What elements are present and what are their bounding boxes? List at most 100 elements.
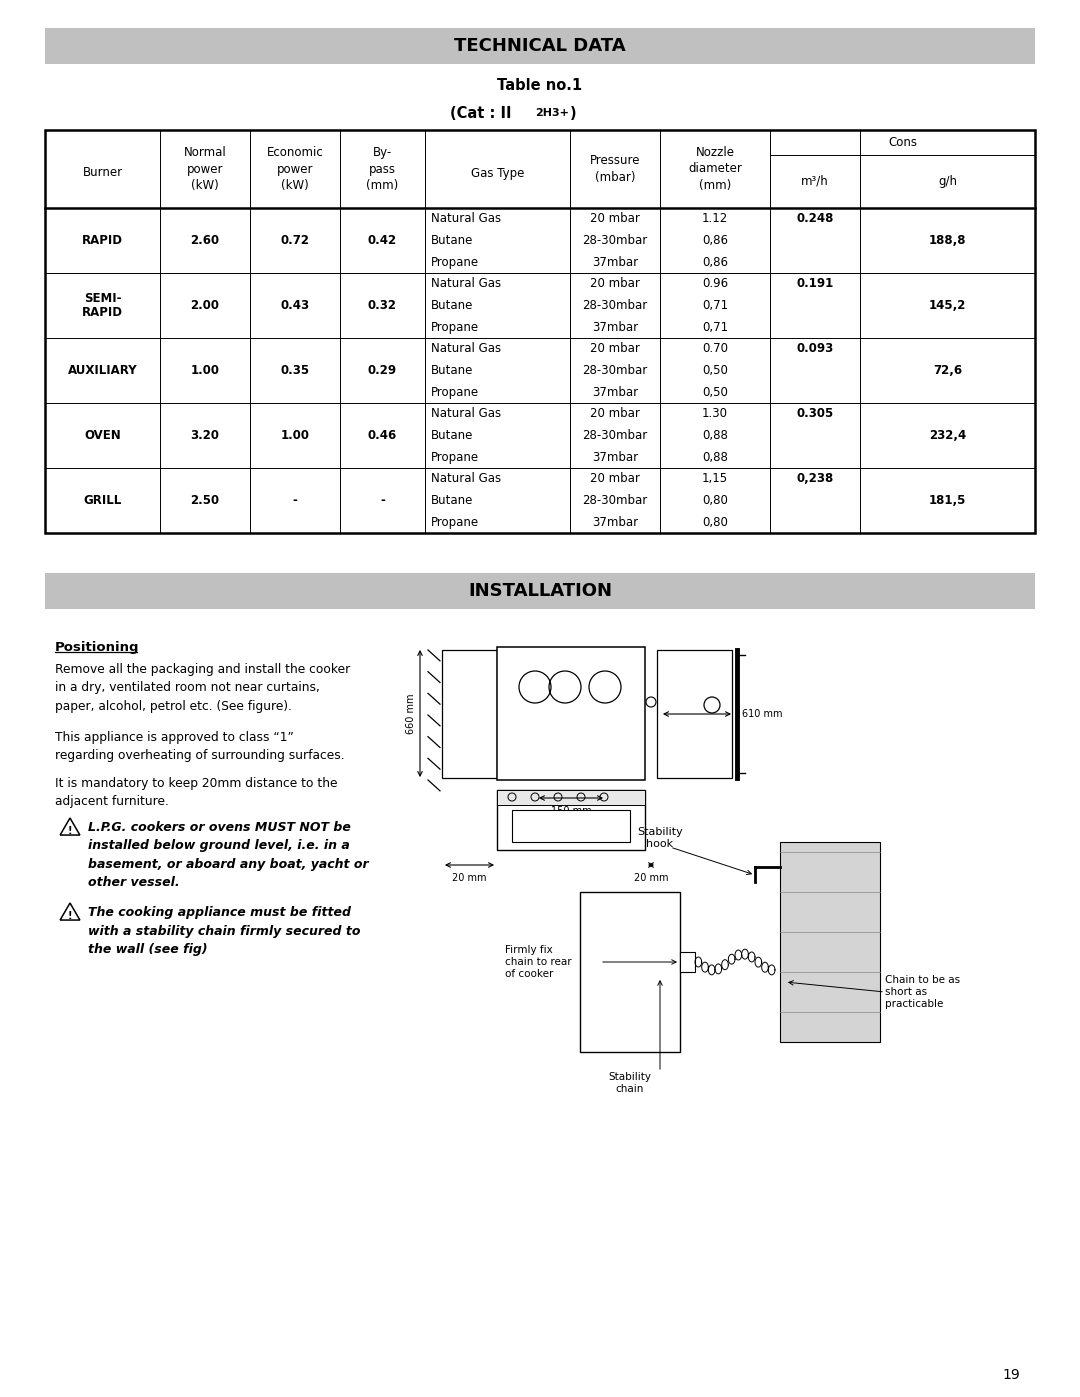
Text: 0,50: 0,50 (702, 365, 728, 377)
Text: Butane: Butane (431, 365, 473, 377)
Text: 28-30mbar: 28-30mbar (582, 365, 648, 377)
Text: It is mandatory to keep 20mm distance to the
adjacent furniture.: It is mandatory to keep 20mm distance to… (55, 777, 337, 809)
Bar (580, 893, 680, 1052)
Text: 1.30: 1.30 (702, 408, 728, 420)
Text: Gas Type: Gas Type (471, 166, 524, 179)
Text: Butane: Butane (431, 429, 473, 441)
Text: 20 mm: 20 mm (453, 873, 487, 883)
Text: 1.12: 1.12 (702, 212, 728, 225)
Text: 610 mm: 610 mm (742, 710, 783, 719)
Text: 37mbar: 37mbar (592, 515, 638, 528)
Text: The cooking appliance must be fitted
with a stability chain firmly secured to
th: The cooking appliance must be fitted wit… (87, 907, 361, 956)
Text: Burner: Burner (82, 166, 122, 179)
Text: Butane: Butane (431, 495, 473, 507)
Text: SEMI-
RAPID: SEMI- RAPID (82, 292, 123, 320)
Text: 20 mbar: 20 mbar (590, 278, 640, 291)
Text: 2.00: 2.00 (190, 299, 219, 312)
Text: 0.43: 0.43 (281, 299, 310, 312)
Text: 145,2: 145,2 (929, 299, 967, 312)
Text: 0.35: 0.35 (281, 365, 310, 377)
Text: TECHNICAL DATA: TECHNICAL DATA (455, 36, 625, 54)
Text: 28-30mbar: 28-30mbar (582, 429, 648, 441)
Text: Propane: Propane (431, 515, 480, 528)
Text: (Cat : II: (Cat : II (450, 106, 516, 120)
Text: !: ! (68, 826, 72, 835)
Text: 0,71: 0,71 (702, 299, 728, 312)
Bar (497, 647, 645, 780)
Text: 150 mm: 150 mm (551, 806, 592, 816)
Text: 19: 19 (1002, 1368, 1020, 1382)
Text: Propane: Propane (431, 321, 480, 334)
Text: 0,238: 0,238 (796, 472, 834, 485)
Text: !: ! (68, 911, 72, 921)
Text: Table no.1: Table no.1 (498, 77, 582, 92)
Text: Economic
power
(kW): Economic power (kW) (267, 147, 323, 191)
Text: Normal
power
(kW): Normal power (kW) (184, 147, 227, 191)
Text: 0.46: 0.46 (368, 429, 397, 441)
Text: AUXILIARY: AUXILIARY (68, 365, 137, 377)
Text: Natural Gas: Natural Gas (431, 212, 501, 225)
Text: OVEN: OVEN (84, 429, 121, 441)
Text: 660 mm: 660 mm (406, 693, 416, 733)
Text: 0.093: 0.093 (796, 342, 834, 355)
Text: Positioning: Positioning (55, 640, 139, 654)
Text: 0.191: 0.191 (796, 278, 834, 291)
Bar (497, 789, 645, 849)
Text: 37mbar: 37mbar (592, 386, 638, 398)
Text: -: - (380, 495, 384, 507)
Text: Chain to be as
short as
practicable: Chain to be as short as practicable (885, 975, 960, 1009)
Text: 1.00: 1.00 (281, 429, 310, 441)
Text: ): ) (570, 106, 577, 120)
Bar (497, 789, 645, 805)
Bar (45, 28, 1035, 64)
Text: Natural Gas: Natural Gas (431, 408, 501, 420)
Text: Nozzle
diameter
(mm): Nozzle diameter (mm) (688, 147, 742, 191)
Text: Remove all the packaging and install the cooker
in a dry, ventilated room not ne: Remove all the packaging and install the… (55, 664, 350, 712)
Bar (45, 130, 1035, 534)
Text: RAPID: RAPID (82, 235, 123, 247)
Text: INSTALLATION: INSTALLATION (468, 583, 612, 599)
Text: m³/h: m³/h (801, 175, 828, 189)
Text: 20 mm: 20 mm (634, 873, 669, 883)
Text: 0.248: 0.248 (796, 212, 834, 225)
Text: 72,6: 72,6 (933, 365, 962, 377)
Text: Butane: Butane (431, 299, 473, 312)
Bar (780, 842, 880, 1042)
Text: 181,5: 181,5 (929, 495, 967, 507)
Text: 2.60: 2.60 (190, 235, 219, 247)
Text: 0.96: 0.96 (702, 278, 728, 291)
Text: Propane: Propane (431, 386, 480, 398)
Text: GRILL: GRILL (83, 495, 122, 507)
Bar (45, 573, 1035, 609)
Text: Natural Gas: Natural Gas (431, 342, 501, 355)
Text: 28-30mbar: 28-30mbar (582, 299, 648, 312)
Text: 0.70: 0.70 (702, 342, 728, 355)
Text: 0,71: 0,71 (702, 321, 728, 334)
Text: Natural Gas: Natural Gas (431, 278, 501, 291)
Text: Stability
hook: Stability hook (637, 827, 683, 848)
Text: 0.32: 0.32 (368, 299, 397, 312)
Text: Propane: Propane (431, 451, 480, 464)
Text: 0.42: 0.42 (368, 235, 397, 247)
Bar (657, 650, 732, 778)
Text: Natural Gas: Natural Gas (431, 472, 501, 485)
Text: Firmly fix
chain to rear
of cooker: Firmly fix chain to rear of cooker (505, 946, 571, 979)
Text: g/h: g/h (939, 175, 957, 189)
Text: -: - (293, 495, 297, 507)
Text: Pressure
(mbar): Pressure (mbar) (590, 154, 640, 184)
Text: 37mbar: 37mbar (592, 256, 638, 268)
Bar (512, 810, 630, 842)
Text: 0.29: 0.29 (368, 365, 397, 377)
Text: Propane: Propane (431, 256, 480, 268)
Text: 0,80: 0,80 (702, 515, 728, 528)
Text: 232,4: 232,4 (929, 429, 967, 441)
Text: 0,86: 0,86 (702, 235, 728, 247)
Text: This appliance is approved to class “1”
regarding overheating of surrounding sur: This appliance is approved to class “1” … (55, 731, 345, 763)
Text: L.P.G. cookers or ovens MUST NOT be
installed below ground level, i.e. in a
base: L.P.G. cookers or ovens MUST NOT be inst… (87, 821, 368, 890)
Text: 20 mbar: 20 mbar (590, 472, 640, 485)
Text: 1,15: 1,15 (702, 472, 728, 485)
Text: 20 mbar: 20 mbar (590, 212, 640, 225)
Text: 2.50: 2.50 (190, 495, 219, 507)
Text: 2H3+: 2H3+ (535, 108, 569, 117)
Text: Butane: Butane (431, 235, 473, 247)
